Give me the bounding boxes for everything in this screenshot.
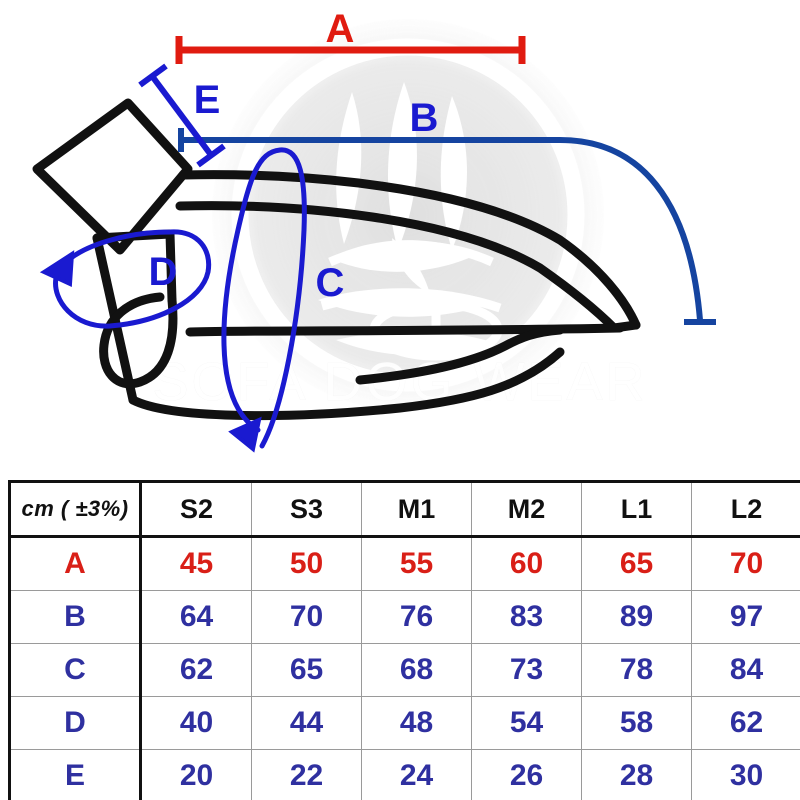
row-label-c: C	[8, 643, 142, 697]
back-inner-line	[175, 201, 619, 333]
cell-c-s3: 65	[251, 643, 362, 697]
cell-e-l2: 30	[691, 749, 800, 800]
measure-b-line	[180, 137, 703, 321]
cell-c-l1: 78	[581, 643, 692, 697]
cell-c-l2: 84	[691, 643, 800, 697]
measure-e-line	[149, 74, 214, 157]
cell-a-l2: 70	[691, 536, 800, 591]
table-col-header-m2: M2	[471, 480, 582, 538]
leg-opening	[355, 325, 565, 385]
cell-b-m2: 83	[471, 590, 582, 644]
table-row: B 64 70 76 83 89 97	[8, 590, 800, 644]
size-table: cm ( ±3%) S2 S3 M1 M2 L1 L2 A 45 50 55 6…	[8, 480, 800, 800]
cell-e-m2: 26	[471, 749, 582, 800]
measure-b	[178, 128, 716, 325]
row-label-d: D	[8, 696, 142, 750]
table-col-header-l2: L2	[691, 480, 800, 538]
table-col-header-m1: M1	[361, 480, 472, 538]
cell-c-m2: 73	[471, 643, 582, 697]
cell-d-l1: 58	[581, 696, 692, 750]
measure-d	[39, 229, 212, 329]
neck-tube-right	[165, 229, 177, 305]
table-col-header-s3: S3	[251, 480, 362, 538]
table-unit-header: cm ( ±3%)	[8, 480, 142, 538]
cell-e-s2: 20	[140, 749, 252, 800]
measure-c-label: C	[316, 261, 345, 305]
measure-d-loop	[53, 229, 212, 329]
cell-a-l1: 65	[581, 536, 692, 591]
table-col-header-s2: S2	[140, 480, 252, 538]
watermark-logo	[212, 19, 604, 411]
row-label-e: E	[8, 749, 142, 800]
back-top-line	[178, 170, 641, 330]
cell-b-s3: 70	[251, 590, 362, 644]
measure-b-label: B	[410, 96, 439, 140]
cell-d-s3: 44	[251, 696, 362, 750]
measure-e-cap-top	[138, 63, 168, 88]
cell-d-m2: 54	[471, 696, 582, 750]
measure-c-loop	[221, 147, 307, 449]
table-col-header-l1: L1	[581, 480, 692, 538]
cell-c-s2: 62	[140, 643, 252, 697]
row-label-a: A	[8, 536, 142, 591]
row-label-b: B	[8, 590, 142, 644]
cell-b-s2: 64	[140, 590, 252, 644]
belly-line	[99, 292, 178, 389]
measure-e-cap-bottom	[196, 143, 226, 168]
cell-d-l2: 62	[691, 696, 800, 750]
watermark-brand-line1: SOFA DOG WEAR	[152, 352, 647, 412]
measure-c-arrow	[228, 416, 262, 453]
measure-d-arrow	[39, 250, 75, 288]
measure-e	[138, 63, 226, 168]
cell-a-s2: 45	[140, 536, 252, 591]
cell-b-l2: 97	[691, 590, 800, 644]
cell-e-s3: 22	[251, 749, 362, 800]
cell-d-s2: 40	[140, 696, 252, 750]
measure-e-label: E	[194, 78, 221, 122]
lower-body-line	[128, 347, 565, 421]
measure-d-label: D	[149, 250, 178, 294]
table-row: C 62 65 68 73 78 84	[8, 643, 800, 697]
table-row: D 40 44 48 54 58 62	[8, 696, 800, 750]
table-header-row: cm ( ±3%) S2 S3 M1 M2 L1 L2	[8, 480, 800, 538]
table-row: A 45 50 55 60 65 70	[8, 536, 800, 591]
measure-a	[175, 36, 526, 64]
measure-a-label: A	[326, 7, 355, 51]
cell-c-m1: 68	[361, 643, 472, 697]
cell-a-m2: 60	[471, 536, 582, 591]
cell-a-s3: 50	[251, 536, 362, 591]
cell-a-m1: 55	[361, 536, 472, 591]
table-row: E 20 22 24 26 28 30	[8, 749, 800, 800]
cell-e-m1: 24	[361, 749, 472, 800]
cell-d-m1: 48	[361, 696, 472, 750]
garment-diagram: SOFA DOG WEAR SOFADOGWEAR.EU	[32, 7, 716, 453]
diagram-svg: SOFA DOG WEAR SOFADOGWEAR.EU	[32, 7, 716, 453]
measure-c	[221, 147, 307, 453]
cell-b-l1: 89	[581, 590, 692, 644]
cell-b-m1: 76	[361, 590, 472, 644]
cell-e-l1: 28	[581, 749, 692, 800]
collar-square	[32, 98, 193, 255]
